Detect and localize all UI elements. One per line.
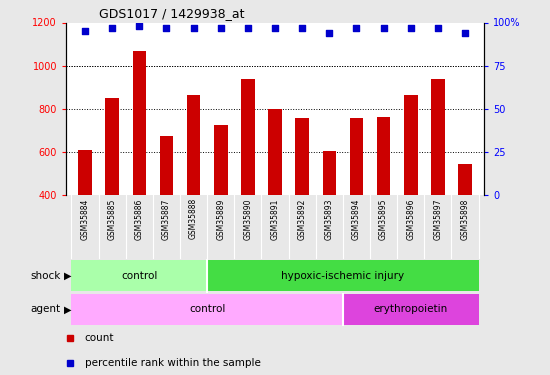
Bar (295, 118, 309, 195)
Bar (72, 294, 343, 325)
Point (162, 25, 171, 31)
Point (433, 25, 442, 31)
Text: GSM35891: GSM35891 (271, 198, 279, 240)
Text: GSM35895: GSM35895 (379, 198, 388, 240)
Text: agent: agent (30, 304, 60, 314)
Text: ▶: ▶ (64, 271, 72, 280)
Point (216, 25, 225, 31)
Text: GDS1017 / 1429938_at: GDS1017 / 1429938_at (100, 7, 245, 20)
Text: control: control (121, 271, 157, 280)
Bar (78, 150, 92, 195)
Point (81, 28, 90, 34)
Text: GSM35897: GSM35897 (433, 198, 442, 240)
Point (460, 30, 469, 36)
Bar (133, 51, 146, 195)
Text: GSM35887: GSM35887 (162, 198, 171, 240)
Text: GSM35888: GSM35888 (189, 198, 198, 240)
Text: erythropoietin: erythropoietin (373, 304, 448, 314)
Text: GSM35889: GSM35889 (216, 198, 225, 240)
Text: GSM35884: GSM35884 (80, 198, 90, 240)
Point (379, 25, 388, 31)
Text: control: control (189, 304, 226, 314)
Bar (350, 118, 363, 195)
Text: shock: shock (30, 271, 60, 280)
Bar (72, 261, 207, 291)
Point (406, 25, 415, 31)
Bar (214, 125, 228, 195)
Text: count: count (85, 333, 114, 344)
Bar (106, 98, 119, 195)
Text: hypoxic-ischemic injury: hypoxic-ischemic injury (281, 271, 404, 280)
Bar (404, 95, 417, 195)
Bar (241, 79, 255, 195)
Point (352, 25, 361, 31)
Point (135, 23, 144, 29)
Text: GSM35885: GSM35885 (108, 198, 117, 240)
Point (325, 30, 334, 36)
Bar (268, 109, 282, 195)
Point (298, 25, 306, 31)
Text: GSM35892: GSM35892 (298, 198, 307, 240)
Text: GSM35886: GSM35886 (135, 198, 144, 240)
Point (271, 25, 279, 31)
Text: ▶: ▶ (64, 304, 72, 314)
Bar (160, 136, 173, 195)
Bar (207, 261, 478, 291)
Bar (377, 117, 390, 195)
Bar (458, 164, 472, 195)
Bar (431, 79, 444, 195)
Text: GSM35894: GSM35894 (352, 198, 361, 240)
Text: GSM35898: GSM35898 (460, 198, 470, 240)
Text: GSM35890: GSM35890 (243, 198, 252, 240)
Bar (322, 151, 336, 195)
Text: GSM35896: GSM35896 (406, 198, 415, 240)
Bar (343, 294, 478, 325)
Point (189, 25, 198, 31)
Bar (187, 95, 200, 195)
Text: GSM35893: GSM35893 (325, 198, 334, 240)
Text: percentile rank within the sample: percentile rank within the sample (85, 358, 261, 368)
Point (108, 25, 117, 31)
Point (244, 25, 252, 31)
